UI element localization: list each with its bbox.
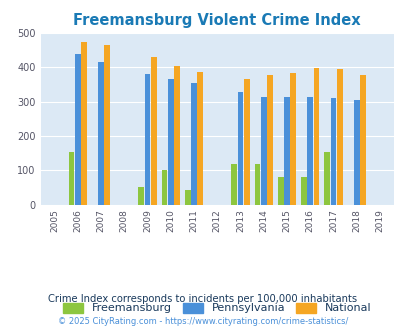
Bar (300, 177, 306, 205)
Title: Freemansburg Violent Crime Index: Freemansburg Violent Crime Index (73, 13, 360, 28)
Bar (266, 75, 272, 205)
Bar (184, 190, 190, 205)
Bar (161, 170, 167, 205)
Bar (75, 54, 81, 205)
Legend: Freemansburg, Pennsylvania, National: Freemansburg, Pennsylvania, National (59, 299, 374, 317)
Bar (290, 73, 295, 205)
Bar (313, 68, 319, 205)
Bar (138, 187, 144, 205)
Bar (174, 66, 179, 205)
Bar (330, 98, 335, 205)
Bar (98, 62, 104, 205)
Bar (260, 97, 266, 205)
Bar (68, 152, 74, 205)
Text: © 2025 CityRating.com - https://www.cityrating.com/crime-statistics/: © 2025 CityRating.com - https://www.city… (58, 317, 347, 326)
Bar (191, 83, 196, 205)
Bar (284, 97, 289, 205)
Bar (254, 164, 260, 205)
Bar (307, 97, 312, 205)
Bar (167, 79, 173, 205)
Bar (151, 57, 156, 205)
Bar (197, 72, 202, 205)
Bar (324, 152, 329, 205)
Bar (359, 75, 365, 205)
Bar (243, 79, 249, 205)
Bar (353, 100, 359, 205)
Bar (336, 69, 342, 205)
Bar (277, 177, 283, 205)
Bar (104, 45, 110, 205)
Text: Crime Index corresponds to incidents per 100,000 inhabitants: Crime Index corresponds to incidents per… (48, 294, 357, 304)
Bar (81, 42, 87, 205)
Bar (144, 74, 150, 205)
Bar (237, 92, 243, 205)
Bar (231, 164, 237, 205)
